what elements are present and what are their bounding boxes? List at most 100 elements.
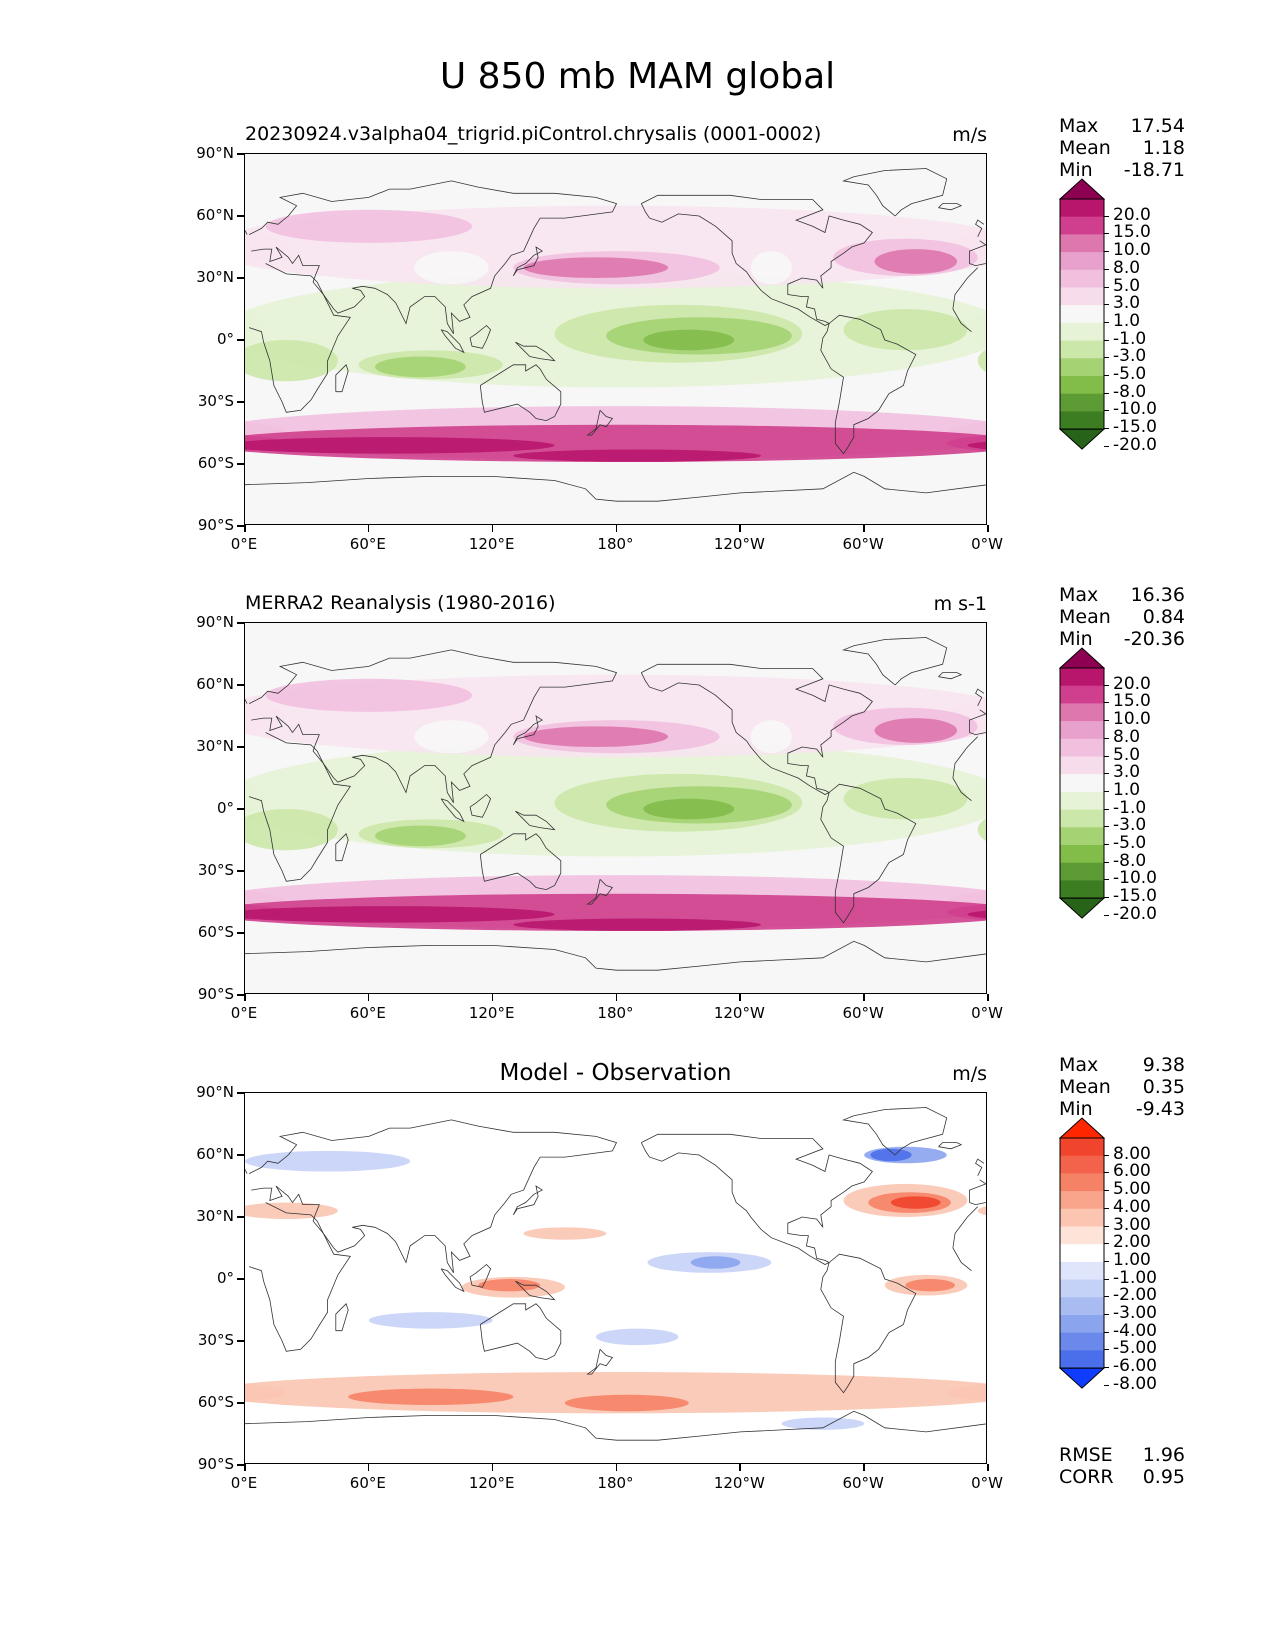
colorbar-tick-mark	[1104, 1243, 1109, 1245]
colorbar-tick-mark	[1104, 357, 1109, 359]
stat-corr-label: CORR	[1059, 1466, 1114, 1488]
colorbar-extend-max	[1059, 647, 1105, 669]
coastline-newzealand	[586, 410, 614, 436]
field-contour	[643, 329, 735, 351]
coastline-antarctica	[245, 471, 986, 502]
lon-tick-label: 60°E	[349, 1004, 386, 1022]
map-model	[244, 153, 987, 525]
colorbar-segment	[1060, 411, 1104, 430]
lon-tick-mark	[739, 1464, 741, 1471]
colorbar-segment	[1060, 376, 1104, 395]
colorbar-segment	[1060, 756, 1104, 775]
colorbar-tick-mark	[1104, 790, 1109, 792]
coastline-africa	[248, 263, 978, 413]
lat-tick-label: 90°S	[197, 1455, 234, 1473]
stat-rmse-value: 1.96	[1142, 1444, 1185, 1466]
colorbar-segment	[1060, 322, 1104, 342]
field-contour	[523, 257, 669, 278]
field-contour	[690, 1256, 741, 1269]
coastline-borneo	[469, 793, 492, 818]
lon-tick-mark	[615, 994, 617, 1001]
field-contour	[245, 1150, 411, 1172]
lon-tick-label: 120°E	[468, 1004, 515, 1022]
stat-max-value: 17.54	[1130, 115, 1185, 137]
lon-tick-mark	[987, 525, 989, 532]
colorbar-tick-mark	[1104, 1278, 1109, 1280]
field-contour	[245, 1202, 338, 1220]
lon-tick-mark	[863, 525, 865, 532]
coastline-greenland	[842, 637, 948, 686]
colorbar-tick-mark	[1104, 1331, 1109, 1333]
colorbar-tick-mark	[1104, 251, 1109, 253]
colorbar-extend-min	[1059, 1367, 1105, 1389]
lon-tick-mark	[615, 1464, 617, 1471]
colorbar-tick-label: 20.0	[1113, 673, 1151, 694]
stat-min-label: Min	[1059, 1098, 1093, 1120]
lat-tick-label: 30°N	[196, 268, 234, 286]
lon-tick-label: 120°W	[713, 1474, 765, 1492]
colorbar-tick-mark	[1104, 392, 1109, 394]
map-svg-obs	[245, 623, 986, 993]
colorbar-tick-label: -10.0	[1113, 399, 1157, 420]
lat-tick-label: 60°S	[197, 1393, 234, 1411]
field-contour	[478, 1279, 541, 1292]
field-contour	[977, 1206, 986, 1216]
lat-tick-label: 0°	[216, 799, 234, 817]
coastline-newzealand	[586, 1349, 614, 1375]
lat-tick-mark	[237, 1464, 244, 1466]
coastline-uk	[245, 219, 985, 237]
stat-min-value: -18.71	[1123, 159, 1185, 181]
coastline-madagascar	[335, 1303, 349, 1332]
colorbar-segment	[1060, 1208, 1104, 1227]
colorbar-tick-label: 1.00	[1113, 1249, 1151, 1270]
colorbar-tick-label: -20.0	[1113, 903, 1157, 924]
lon-tick-label: 180°	[597, 1474, 634, 1492]
colorbar-segment	[1060, 199, 1104, 218]
lon-tick-mark	[244, 525, 246, 532]
stat-mean-value: 0.35	[1142, 1076, 1185, 1098]
coastline-newguinea	[515, 1280, 556, 1301]
lat-tick-mark	[237, 870, 244, 872]
colorbar-tick-label: -15.0	[1113, 417, 1157, 438]
coastline-samerica	[820, 783, 917, 924]
colorbar-segment	[1060, 393, 1104, 412]
field-contour	[750, 720, 792, 754]
colorbar-tick-mark	[1104, 268, 1109, 270]
lat-tick-label: 90°N	[196, 1083, 234, 1101]
field-contour	[245, 340, 338, 382]
colorbar-tick-mark	[1104, 861, 1109, 863]
lon-tick-mark	[739, 525, 741, 532]
colorbar-extend-max	[1059, 1117, 1105, 1139]
coastline-greenland	[842, 1107, 948, 1156]
colorbar-tick-mark	[1104, 215, 1109, 217]
lon-tick-label: 180°	[597, 1004, 634, 1022]
colorbar-segment	[1060, 845, 1104, 864]
colorbar-segment	[1060, 1332, 1104, 1351]
field-contour	[595, 1328, 679, 1346]
field-contour	[946, 1383, 986, 1402]
colorbar-segment	[1060, 269, 1104, 288]
colorbar-tick-mark	[1104, 737, 1109, 739]
field-contour	[874, 249, 958, 274]
map-svg-model	[245, 154, 986, 524]
colorbar-segment	[1060, 287, 1104, 306]
colorbar-tick-label: -3.00	[1113, 1303, 1157, 1323]
colorbar-tick-label: 10.0	[1113, 240, 1151, 261]
colorbar-tick-mark	[1104, 702, 1109, 704]
stat-max-label: Max	[1059, 584, 1099, 606]
colorbar-tick-label: -8.0	[1113, 850, 1147, 871]
colorbar-tick-label: 2.00	[1113, 1232, 1151, 1253]
coastline-iceland	[938, 672, 963, 680]
colorbar-segment	[1060, 721, 1104, 740]
lat-tick-mark	[237, 994, 244, 996]
field-contour	[245, 1383, 287, 1402]
stat-max-label: Max	[1059, 115, 1099, 137]
lon-tick-mark	[244, 994, 246, 1001]
colorbar-tick-mark	[1104, 826, 1109, 828]
panel-title-model: 20230924.v3alpha04_trigrid.piControl.chr…	[245, 123, 822, 145]
colorbar-segment	[1060, 1297, 1104, 1316]
coastline-eurasia	[248, 180, 986, 335]
stat-mean-label: Mean	[1059, 606, 1111, 628]
colorbar-tick-label: 8.0	[1113, 257, 1141, 278]
lon-tick-label: 0°E	[230, 1004, 258, 1022]
